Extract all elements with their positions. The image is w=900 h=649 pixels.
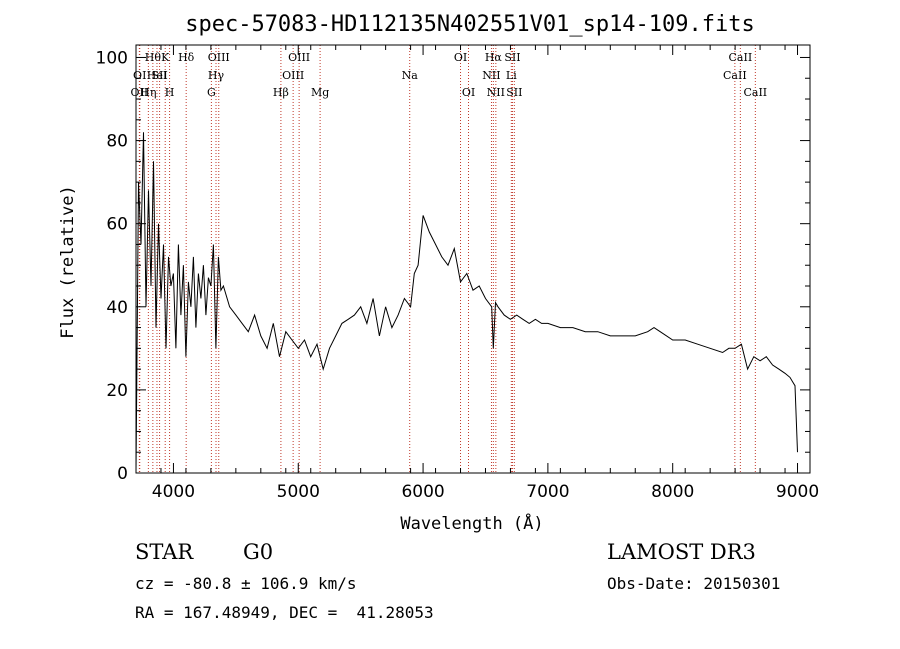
emission-line-markers: [138, 45, 756, 473]
emission-line-labels: OIIOIHηHθHeISIIKHHδGHγOIIIHβOIIIOIIIMgNa…: [131, 51, 768, 99]
marker-label-19: NII: [482, 69, 500, 82]
y-tick-label-5: 100: [96, 48, 128, 68]
y-tick-label-2: 40: [106, 298, 128, 318]
marker-label-17: OI: [454, 51, 467, 64]
x-tick-label-4: 8000: [651, 482, 694, 502]
marker-label-16: Na: [402, 69, 419, 82]
marker-label-10: Hγ: [208, 69, 225, 82]
plot-frame: [135, 44, 811, 474]
y-axis-ticks: 0 20 40 60 80 100: [96, 48, 810, 484]
x-axis-label: Wavelength (Å): [400, 512, 543, 534]
marker-label-14: OIII: [288, 51, 310, 64]
marker-label-11: OIII: [208, 51, 230, 64]
x-tick-label-1: 5000: [277, 482, 320, 502]
x-tick-label-2: 6000: [401, 482, 444, 502]
redshift-velocity: cz = -80.8 ± 106.9 km/s: [135, 574, 357, 593]
marker-label-15: Mg: [311, 86, 329, 99]
x-tick-label-0: 4000: [152, 482, 195, 502]
marker-label-12: Hβ: [273, 86, 289, 99]
coordinates: RA = 167.48949, DEC = 41.28053: [135, 603, 434, 622]
y-tick-label-4: 80: [106, 132, 128, 152]
marker-label-22: Li: [506, 69, 517, 82]
chart-title: spec-57083-HD112135N402551V01_sp14-109.f…: [185, 12, 755, 37]
marker-label-20: Hα: [485, 51, 503, 64]
survey-name: LAMOST DR3: [607, 540, 756, 564]
marker-label-24: SII: [506, 86, 522, 99]
marker-label-6: K: [161, 51, 170, 64]
x-axis-ticks: 4000 5000 6000 7000 8000 9000: [135, 45, 819, 502]
marker-label-5: SII: [151, 69, 167, 82]
object-subclass: G0: [243, 540, 274, 564]
marker-label-9: G: [207, 86, 216, 99]
marker-label-3: Hθ: [145, 51, 162, 64]
y-tick-label-0: 0: [117, 464, 128, 484]
marker-label-8: Hδ: [178, 51, 195, 64]
marker-label-2: Hη: [140, 86, 156, 99]
spectrum-plot: spec-57083-HD112135N402551V01_sp14-109.f…: [58, 12, 819, 534]
marker-label-13: OIII: [282, 69, 304, 82]
marker-label-26: CaII: [729, 51, 753, 64]
marker-label-18: OI: [462, 86, 475, 99]
observation-date: Obs-Date: 20150301: [607, 574, 781, 593]
marker-label-7: H: [165, 86, 175, 99]
marker-label-4: HeI: [147, 69, 167, 82]
y-tick-label-1: 20: [106, 381, 128, 401]
marker-label-23: SII: [504, 51, 520, 64]
y-axis-label: Flux (relative): [58, 185, 78, 339]
marker-label-21: NII: [487, 86, 505, 99]
marker-label-0: OII: [131, 86, 149, 99]
x-tick-label-5: 9000: [776, 482, 819, 502]
y-tick-label-3: 60: [106, 215, 128, 235]
x-tick-label-3: 7000: [526, 482, 569, 502]
marker-label-27: CaII: [743, 86, 767, 99]
object-class: STAR: [135, 540, 194, 564]
spectrum-series-line: [135, 132, 798, 474]
marker-label-1: OI: [133, 69, 146, 82]
marker-label-25: CaII: [723, 69, 747, 82]
